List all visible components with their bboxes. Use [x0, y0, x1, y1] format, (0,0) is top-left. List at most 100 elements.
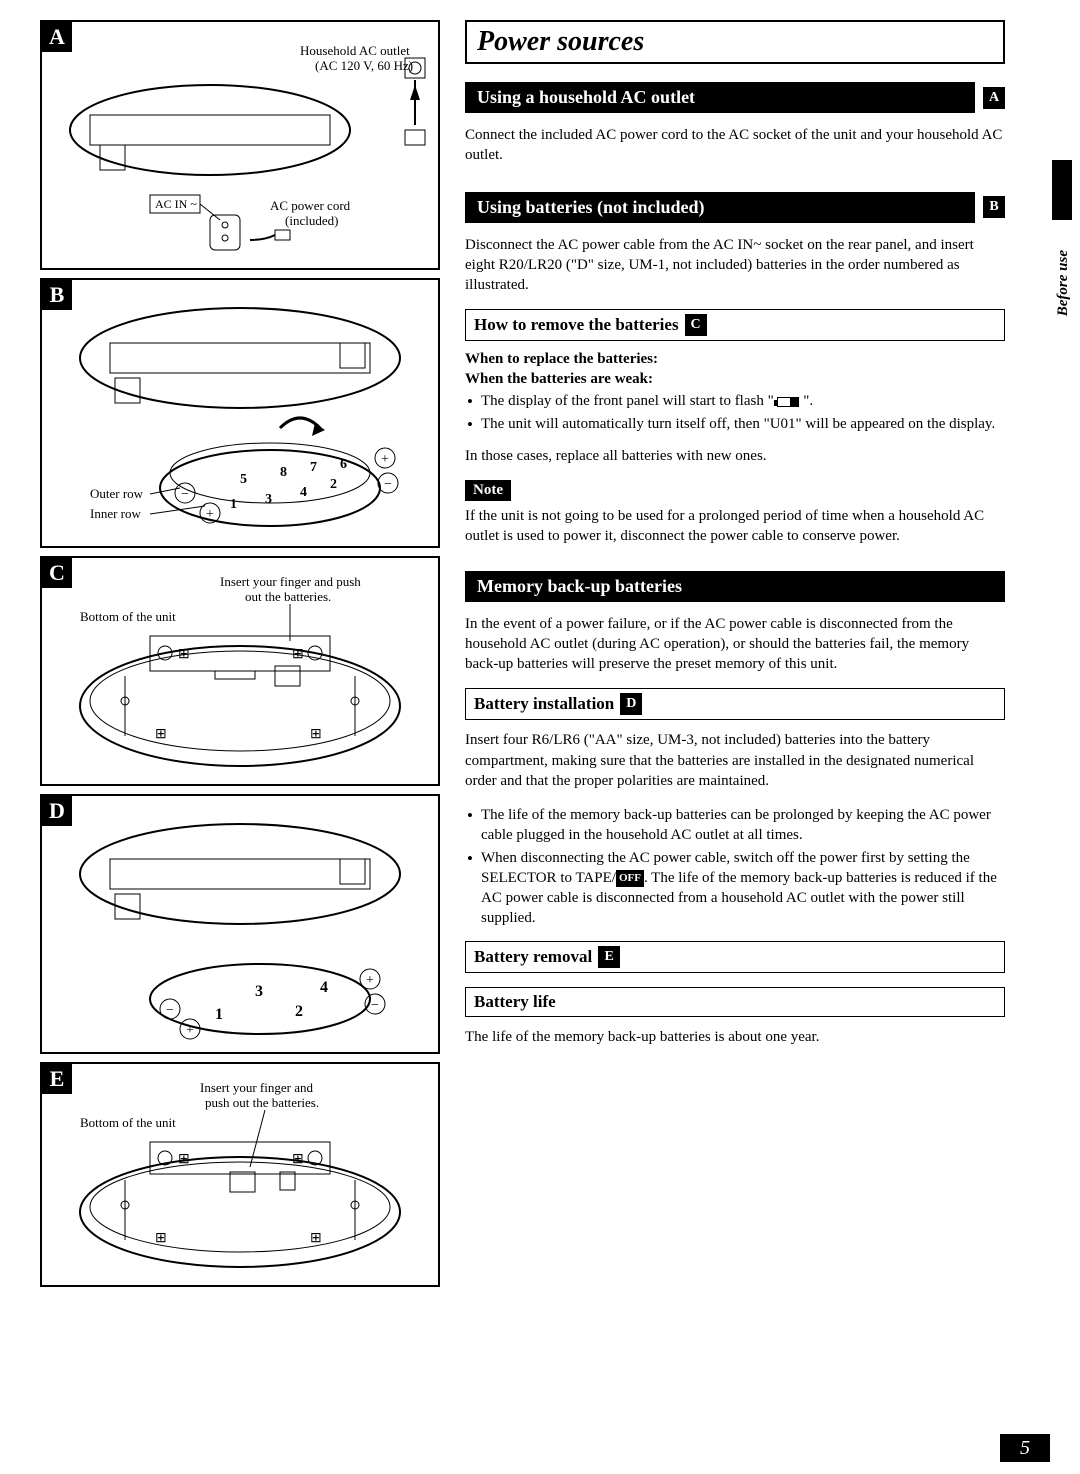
diagram-e: E Insert your finger and push out the ba…	[40, 1062, 440, 1287]
batteries-body: Disconnect the AC power cable from the A…	[465, 235, 1005, 296]
diagram-e-svg: Insert your finger and push out the batt…	[50, 1072, 430, 1277]
svg-text:2: 2	[295, 1003, 303, 1020]
svg-text:1: 1	[230, 497, 237, 512]
ref-letter: D	[620, 693, 642, 715]
svg-text:(AC 120 V, 60 Hz): (AC 120 V, 60 Hz)	[315, 58, 413, 73]
bullet-text: ".	[799, 393, 813, 409]
svg-text:AC power cord: AC power cord	[270, 198, 351, 213]
svg-text:3: 3	[265, 492, 272, 507]
diagram-letter: C	[42, 558, 72, 588]
replace-note: In those cases, replace all batteries wi…	[465, 446, 1005, 466]
bullet-item: The unit will automatically turn itself …	[465, 414, 1005, 434]
diagram-c-svg: Insert your finger and push out the batt…	[50, 566, 430, 776]
page-title: Power sources	[477, 26, 993, 58]
svg-text:−: −	[181, 487, 189, 502]
bullet-item: The display of the front panel will star…	[465, 391, 1005, 411]
svg-text:⊞: ⊞	[178, 1152, 190, 1167]
side-label: Before use	[1055, 250, 1072, 316]
note-label: Note	[465, 480, 511, 501]
svg-text:−: −	[384, 477, 392, 492]
svg-text:+: +	[366, 973, 374, 988]
diagram-d: D 1 2 3 4 − + + −	[40, 794, 440, 1054]
svg-text:⊞: ⊞	[292, 1152, 304, 1167]
svg-text:2: 2	[330, 477, 337, 492]
sub-install: Battery installation D	[465, 688, 1005, 720]
svg-text:Bottom of the unit: Bottom of the unit	[80, 609, 176, 624]
svg-text:−: −	[166, 1003, 174, 1018]
ac-outlet-body: Connect the included AC power cord to th…	[465, 125, 1005, 166]
sub-remove: How to remove the batteries C	[465, 309, 1005, 341]
diagram-letter: A	[42, 22, 72, 52]
svg-text:⊞: ⊞	[178, 647, 190, 662]
weak-head: When the batteries are weak:	[465, 371, 1005, 388]
svg-text:⊞: ⊞	[155, 727, 167, 742]
life-body: The life of the memory back-up batteries…	[465, 1027, 1005, 1047]
svg-text:⊞: ⊞	[310, 727, 322, 742]
section-ac-outlet: Using a household AC outlet A	[465, 82, 1005, 113]
page-number: 5	[1000, 1434, 1050, 1462]
diagram-column: A Household AC outlet (AC 120 V, 60 Hz) …	[40, 20, 440, 1287]
sub-heading: Battery removal	[474, 947, 592, 967]
sub-heading: Battery life	[474, 992, 556, 1012]
svg-text:Bottom of the unit: Bottom of the unit	[80, 1115, 176, 1130]
svg-text:Outer row: Outer row	[90, 486, 144, 501]
diagram-letter: D	[42, 796, 72, 826]
diagram-letter: E	[42, 1064, 72, 1094]
svg-text:⊞: ⊞	[292, 647, 304, 662]
memory-body: In the event of a power failure, or if t…	[465, 614, 1005, 675]
svg-text:5: 5	[240, 472, 247, 487]
section-heading: Using a household AC outlet	[465, 82, 975, 113]
page-title-box: Power sources	[465, 20, 1005, 64]
svg-text:Inner row: Inner row	[90, 506, 142, 521]
weak-bullets: The display of the front panel will star…	[465, 391, 1005, 436]
diagram-c: C Insert your finger and push out the ba…	[40, 556, 440, 786]
sub-heading: How to remove the batteries	[474, 315, 679, 335]
note-block: Note If the unit is not going to be used…	[465, 480, 1005, 561]
svg-text:Insert your finger and push: Insert your finger and push	[220, 574, 361, 589]
svg-text:⊞: ⊞	[155, 1231, 167, 1246]
ref-letter: E	[598, 946, 620, 968]
svg-text:4: 4	[320, 979, 328, 996]
svg-text:+: +	[206, 507, 214, 522]
bullet-text: The display of the front panel will star…	[481, 393, 777, 409]
outlet-label: Household AC outlet	[300, 43, 410, 58]
battery-icon	[777, 397, 799, 407]
section-heading: Using batteries (not included)	[465, 192, 975, 223]
diagram-d-svg: 1 2 3 4 − + + −	[50, 804, 430, 1044]
side-tab	[1052, 160, 1072, 220]
svg-text:out the batteries.: out the batteries.	[245, 589, 331, 604]
svg-text:+: +	[186, 1023, 194, 1038]
svg-text:4: 4	[300, 485, 307, 500]
svg-text:+: +	[381, 452, 389, 467]
text-column: Power sources Using a household AC outle…	[465, 20, 1005, 1287]
ref-letter: A	[983, 87, 1005, 109]
svg-text:3: 3	[255, 983, 263, 1000]
off-icon: OFF	[616, 870, 644, 887]
svg-text:1: 1	[215, 1006, 223, 1023]
section-heading: Memory back-up batteries	[465, 571, 1005, 602]
diagram-b-svg: 1 3 4 2 5 8 7 6 − + + − Outer row Inner …	[50, 288, 430, 538]
svg-text:AC IN ~: AC IN ~	[155, 197, 197, 211]
note-body: If the unit is not going to be used for …	[465, 506, 1005, 547]
ref-letter: C	[685, 314, 707, 336]
section-memory: Memory back-up batteries	[465, 571, 1005, 602]
svg-text:push out the batteries.: push out the batteries.	[205, 1095, 319, 1110]
svg-text:8: 8	[280, 465, 287, 480]
svg-text:6: 6	[340, 457, 347, 472]
diagram-b: B 1 3 4 2 5 8 7 6 −	[40, 278, 440, 548]
sub-life: Battery life	[465, 987, 1005, 1017]
svg-text:⊞: ⊞	[310, 1231, 322, 1246]
install-bullets: The life of the memory back-up batteries…	[465, 805, 1005, 931]
sub-removal: Battery removal E	[465, 941, 1005, 973]
diagram-a: A Household AC outlet (AC 120 V, 60 Hz) …	[40, 20, 440, 270]
svg-text:−: −	[371, 998, 379, 1013]
svg-text:Insert your finger and: Insert your finger and	[200, 1080, 313, 1095]
bullet-item: The life of the memory back-up batteries…	[465, 805, 1005, 846]
diagram-letter: B	[42, 280, 72, 310]
install-body: Insert four R6/LR6 ("AA" size, UM-3, not…	[465, 730, 1005, 791]
svg-text:(included): (included)	[285, 213, 338, 228]
section-batteries: Using batteries (not included) B	[465, 192, 1005, 223]
bullet-item: When disconnecting the AC power cable, s…	[465, 848, 1005, 929]
svg-text:7: 7	[310, 460, 317, 475]
diagram-a-svg: Household AC outlet (AC 120 V, 60 Hz) AC…	[50, 30, 430, 260]
